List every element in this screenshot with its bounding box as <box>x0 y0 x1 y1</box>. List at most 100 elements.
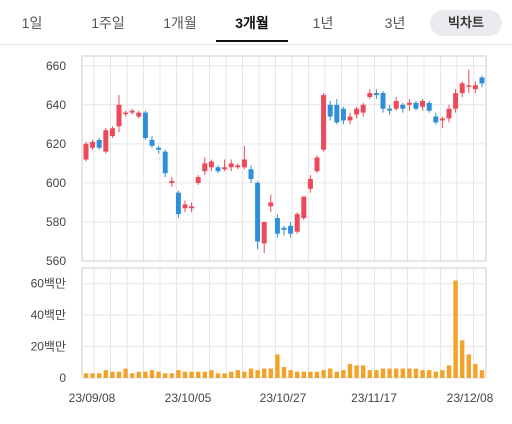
candle-body <box>90 141 96 148</box>
tab-1month[interactable]: 1개월 <box>163 15 197 31</box>
candle-body <box>301 196 307 219</box>
volume-bar <box>460 340 465 378</box>
volume-bar <box>400 368 405 378</box>
tab-3years[interactable]: 3년 <box>384 15 406 31</box>
x-tick-label: 23/10/05 <box>165 391 212 405</box>
volume-bar <box>130 373 135 378</box>
volume-bar <box>361 365 366 378</box>
volume-bar <box>169 373 174 378</box>
volume-bar <box>215 373 221 378</box>
candle-body <box>393 100 399 109</box>
candle-body <box>228 163 234 168</box>
x-tick-label: 23/09/08 <box>69 391 116 405</box>
candle-body <box>420 100 426 107</box>
volume-bar <box>281 367 287 378</box>
volume-bar <box>387 368 392 378</box>
tab-1week[interactable]: 1주일 <box>91 15 125 31</box>
tab-3months[interactable]: 3개월 <box>235 15 269 31</box>
volume-bar <box>453 280 458 378</box>
volume-bar <box>90 373 95 378</box>
candle-body <box>96 139 102 148</box>
candle-body <box>340 108 346 121</box>
volume-frame <box>81 267 487 379</box>
candle-body <box>294 214 300 232</box>
x-tick-label: 23/10/27 <box>260 391 307 405</box>
volume-bar <box>433 371 438 378</box>
volume-bar <box>123 368 128 378</box>
candle-body <box>136 112 142 117</box>
tab-1day[interactable]: 1일 <box>21 15 43 31</box>
price-tick-label: 640 <box>46 98 66 112</box>
volume-bar <box>440 370 445 378</box>
volume-bar <box>182 371 188 378</box>
candle-body <box>433 116 439 123</box>
volume-bar <box>413 368 419 378</box>
volume-bar <box>420 370 425 378</box>
candle-body <box>453 93 459 109</box>
candle-body <box>472 85 478 90</box>
volume-bar <box>229 371 234 378</box>
price-tick-label: 600 <box>46 176 66 190</box>
candle-body <box>208 161 214 168</box>
volume-bar <box>407 368 412 378</box>
candle-body <box>373 93 379 96</box>
volume-bar <box>347 363 353 378</box>
x-tick-label: 23/11/17 <box>351 391 397 405</box>
big-chart-button[interactable]: 빅차트 <box>430 10 502 36</box>
candle-body <box>274 218 280 234</box>
price-tick-label: 660 <box>46 59 66 73</box>
candle-body <box>116 104 122 127</box>
candle-body <box>321 95 327 150</box>
candle-body <box>129 110 135 113</box>
volume-bar <box>222 373 227 378</box>
candle-body <box>459 83 465 94</box>
volume-tick-label: 20백만 <box>31 340 66 354</box>
tab-1year[interactable]: 1년 <box>312 15 334 31</box>
candle-body <box>479 77 485 84</box>
volume-bar <box>314 371 320 378</box>
volume-bar <box>248 368 254 378</box>
price-panel: 560 580 600 620 640 660 <box>46 55 487 268</box>
x-axis: 23/09/08 23/10/05 23/10/27 23/11/17 23/12/08 <box>69 391 494 405</box>
candle-body <box>439 118 445 121</box>
price-tick-label: 620 <box>46 137 66 151</box>
volume-bar <box>268 368 273 378</box>
price-tick-label: 580 <box>46 215 66 229</box>
candle-body <box>182 204 188 209</box>
volume-bar <box>288 370 293 378</box>
price-tick-label: 560 <box>46 254 66 268</box>
volume-bar <box>354 365 359 378</box>
candle-body <box>215 167 221 172</box>
volume-bar <box>446 365 452 378</box>
candle-body <box>103 130 109 152</box>
period-tabs: 1일 1주일 1개월 3개월 1년 3년 빅차트 <box>0 0 512 45</box>
candle-body <box>83 143 89 160</box>
volume-bar <box>308 371 313 378</box>
candle-body <box>367 93 373 97</box>
candle-body <box>123 112 129 115</box>
price-frame <box>81 55 487 262</box>
volume-bar <box>156 371 161 378</box>
volume-bar <box>255 370 260 378</box>
candle-body <box>466 85 472 87</box>
candle-body <box>281 227 287 230</box>
candle-body <box>360 104 366 113</box>
x-tick-label: 23/12/08 <box>447 391 494 405</box>
candle-body <box>307 179 313 189</box>
volume-bar <box>149 370 155 378</box>
volume-tick-label: 40백만 <box>31 308 66 322</box>
candle-body <box>202 163 208 172</box>
candle-body <box>195 177 201 183</box>
volume-panel: 0 20백만 40백만 60백만 <box>31 267 487 385</box>
volume-bar <box>176 370 181 378</box>
volume-bar <box>209 370 214 378</box>
volume-tick-label: 0 <box>59 371 66 385</box>
candle-body <box>426 102 432 111</box>
volume-bar <box>110 371 115 378</box>
candle-body <box>406 102 412 105</box>
volume-tick-label: 60백만 <box>31 277 66 291</box>
candle-body <box>235 165 241 168</box>
candle-body <box>314 157 320 172</box>
volume-bar <box>189 371 194 378</box>
